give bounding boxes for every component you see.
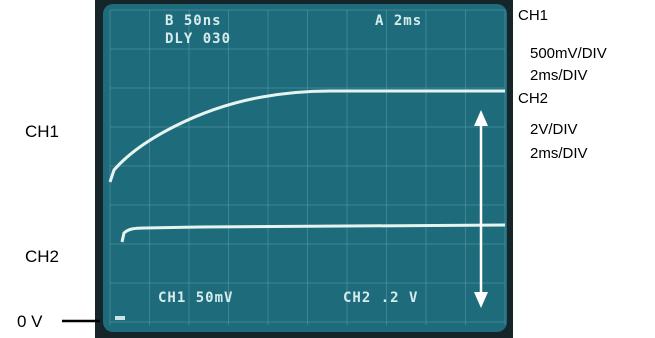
legend-scale: 2V/DIV [530,121,578,138]
label: CH1 [25,122,59,141]
figure: B 50ns DLY 030 A 2ms CH1 50mV CH2 .2 V C… [0,0,655,338]
legend-channel: CH1 [518,7,548,24]
legend-time: 2ms/DIV [530,67,588,84]
screen-text: A 2ms [375,13,422,29]
screen-text: B 50ns [165,13,222,29]
legend-channel: CH2 [518,90,548,107]
label: CH2 [25,247,59,266]
legend-time: 2ms/DIV [530,145,588,162]
legend-scale: 500mV/DIV [530,45,607,62]
screen-text: DLY 030 [165,31,231,47]
screen-text: CH2 .2 V [343,290,418,306]
label: 0 V [17,312,43,331]
screen-text: CH1 50mV [158,290,233,306]
ground-marker [115,316,125,320]
